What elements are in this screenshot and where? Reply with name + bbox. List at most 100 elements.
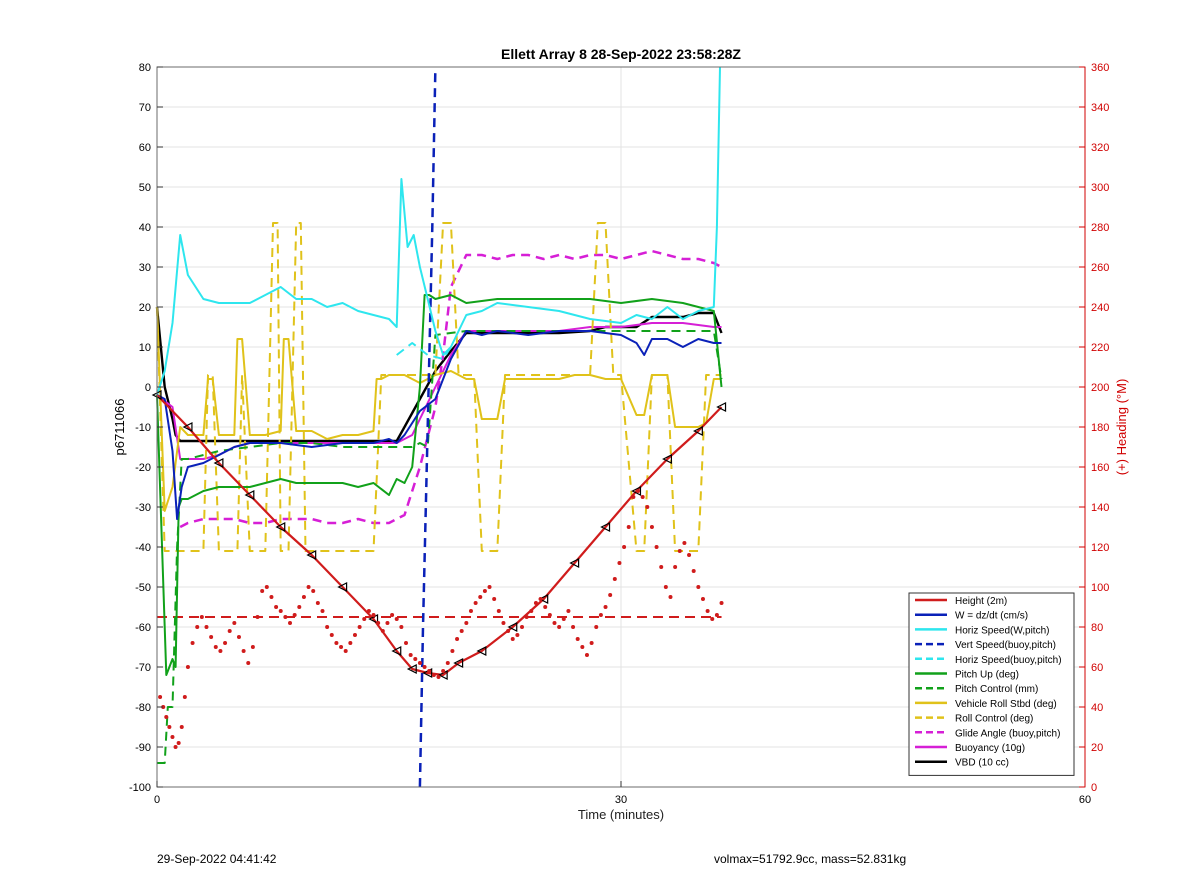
heading-point <box>204 625 209 629</box>
heading-point <box>297 605 302 609</box>
heading-point <box>315 601 320 605</box>
heading-point <box>673 565 678 569</box>
heading-point <box>311 589 316 593</box>
y2-tick-label: 160 <box>1091 462 1109 474</box>
y-tick-label: -20 <box>135 462 151 474</box>
height-marker <box>213 458 224 468</box>
heading-point <box>547 613 552 617</box>
heading-point <box>603 605 608 609</box>
heading-point <box>380 629 385 633</box>
height-marker <box>662 454 673 464</box>
heading-point <box>320 609 325 613</box>
heading-point <box>329 633 334 637</box>
y2-tick-label: 0 <box>1091 782 1097 794</box>
heading-point <box>552 621 557 625</box>
heading-point <box>520 625 525 629</box>
heading-point <box>506 629 511 633</box>
heading-point <box>455 637 460 641</box>
height-marker <box>631 486 642 496</box>
legend-box <box>908 592 1075 776</box>
height-marker <box>538 594 549 604</box>
heading-point <box>182 695 187 699</box>
y2-tick-label: 140 <box>1091 502 1109 514</box>
heading-point <box>371 613 376 617</box>
heading-point <box>640 495 645 499</box>
legend-label: Horiz Speed(W,pitch) <box>955 625 1049 636</box>
y-tick-label: 10 <box>139 342 151 354</box>
y2-tick-label: 40 <box>1091 702 1103 714</box>
heading-point <box>274 605 279 609</box>
heading-point <box>654 545 659 549</box>
height-marker <box>337 582 348 592</box>
heading-point <box>501 621 506 625</box>
heading-point <box>496 609 501 613</box>
heading-point <box>510 637 515 641</box>
heading-point <box>260 589 265 593</box>
height-marker <box>244 490 255 500</box>
heading-point <box>301 595 306 599</box>
heading-point <box>482 589 487 593</box>
heading-point <box>179 725 184 729</box>
heading-point <box>264 585 269 589</box>
heading-point <box>404 641 409 645</box>
heading-point <box>617 561 622 565</box>
heading-point <box>195 625 200 629</box>
heading-point <box>436 675 441 679</box>
heading-point <box>223 641 228 645</box>
heading-point <box>719 601 724 605</box>
series-line-roll-control-deg- <box>156 222 722 552</box>
heading-point <box>580 645 585 649</box>
heading-point <box>213 645 218 649</box>
heading-point <box>492 597 497 601</box>
legend-label: Vehicle Roll Stbd (deg) <box>955 699 1057 710</box>
y-tick-label: -90 <box>135 742 151 754</box>
series-line-w-dz-dt-cm-s- <box>156 330 722 520</box>
heading-point <box>677 549 682 553</box>
height-marker <box>692 426 703 436</box>
legend-label: VBD (10 cc) <box>955 758 1009 769</box>
heading-point <box>478 595 483 599</box>
heading-point <box>557 625 562 629</box>
y2-tick-label: 80 <box>1091 622 1103 634</box>
legend-label: Roll Control (deg) <box>955 714 1033 725</box>
height-marker <box>507 622 518 632</box>
series-line-vert-speed-buoy-pitch- <box>418 66 437 788</box>
y2-tick-label: 340 <box>1091 102 1109 114</box>
heading-point <box>269 595 274 599</box>
heading-point <box>164 715 169 719</box>
footer-vehicle-info: volmax=51792.9cc, mass=52.831kg <box>714 852 907 866</box>
heading-point <box>668 595 673 599</box>
heading-point <box>339 645 344 649</box>
y-tick-label: 0 <box>145 382 151 394</box>
height-marker <box>306 550 317 560</box>
y-tick-label: 30 <box>139 262 151 274</box>
heading-point <box>598 613 603 617</box>
series-line-pitch-control-mm- <box>157 330 723 764</box>
y2-tick-label: 360 <box>1091 62 1109 74</box>
heading-point <box>538 597 543 601</box>
heading-point <box>468 609 473 613</box>
y2-tick-label: 240 <box>1091 302 1109 314</box>
heading-point <box>524 615 529 619</box>
heading-point <box>394 617 399 621</box>
heading-point <box>663 585 668 589</box>
legend-label: Vert Speed(buoy,pitch) <box>955 640 1056 651</box>
x-tick-label: 60 <box>1079 794 1091 806</box>
heading-point <box>450 649 455 653</box>
heading-point <box>515 633 520 637</box>
heading-point <box>209 635 214 639</box>
y2-tick-label: 20 <box>1091 742 1103 754</box>
heading-point <box>561 617 566 621</box>
y2-tick-label: 60 <box>1091 662 1103 674</box>
height-marker <box>476 646 487 656</box>
heading-point <box>422 665 427 669</box>
heading-point <box>529 609 534 613</box>
heading-point <box>645 505 650 509</box>
legend-label: Pitch Control (mm) <box>955 684 1038 695</box>
y2-tick-label: 120 <box>1091 542 1109 554</box>
heading-point <box>185 665 190 669</box>
heading-point <box>696 585 701 589</box>
heading-point <box>241 649 246 653</box>
height-marker <box>600 522 611 532</box>
y-axis-label: p6711066 <box>112 399 127 456</box>
